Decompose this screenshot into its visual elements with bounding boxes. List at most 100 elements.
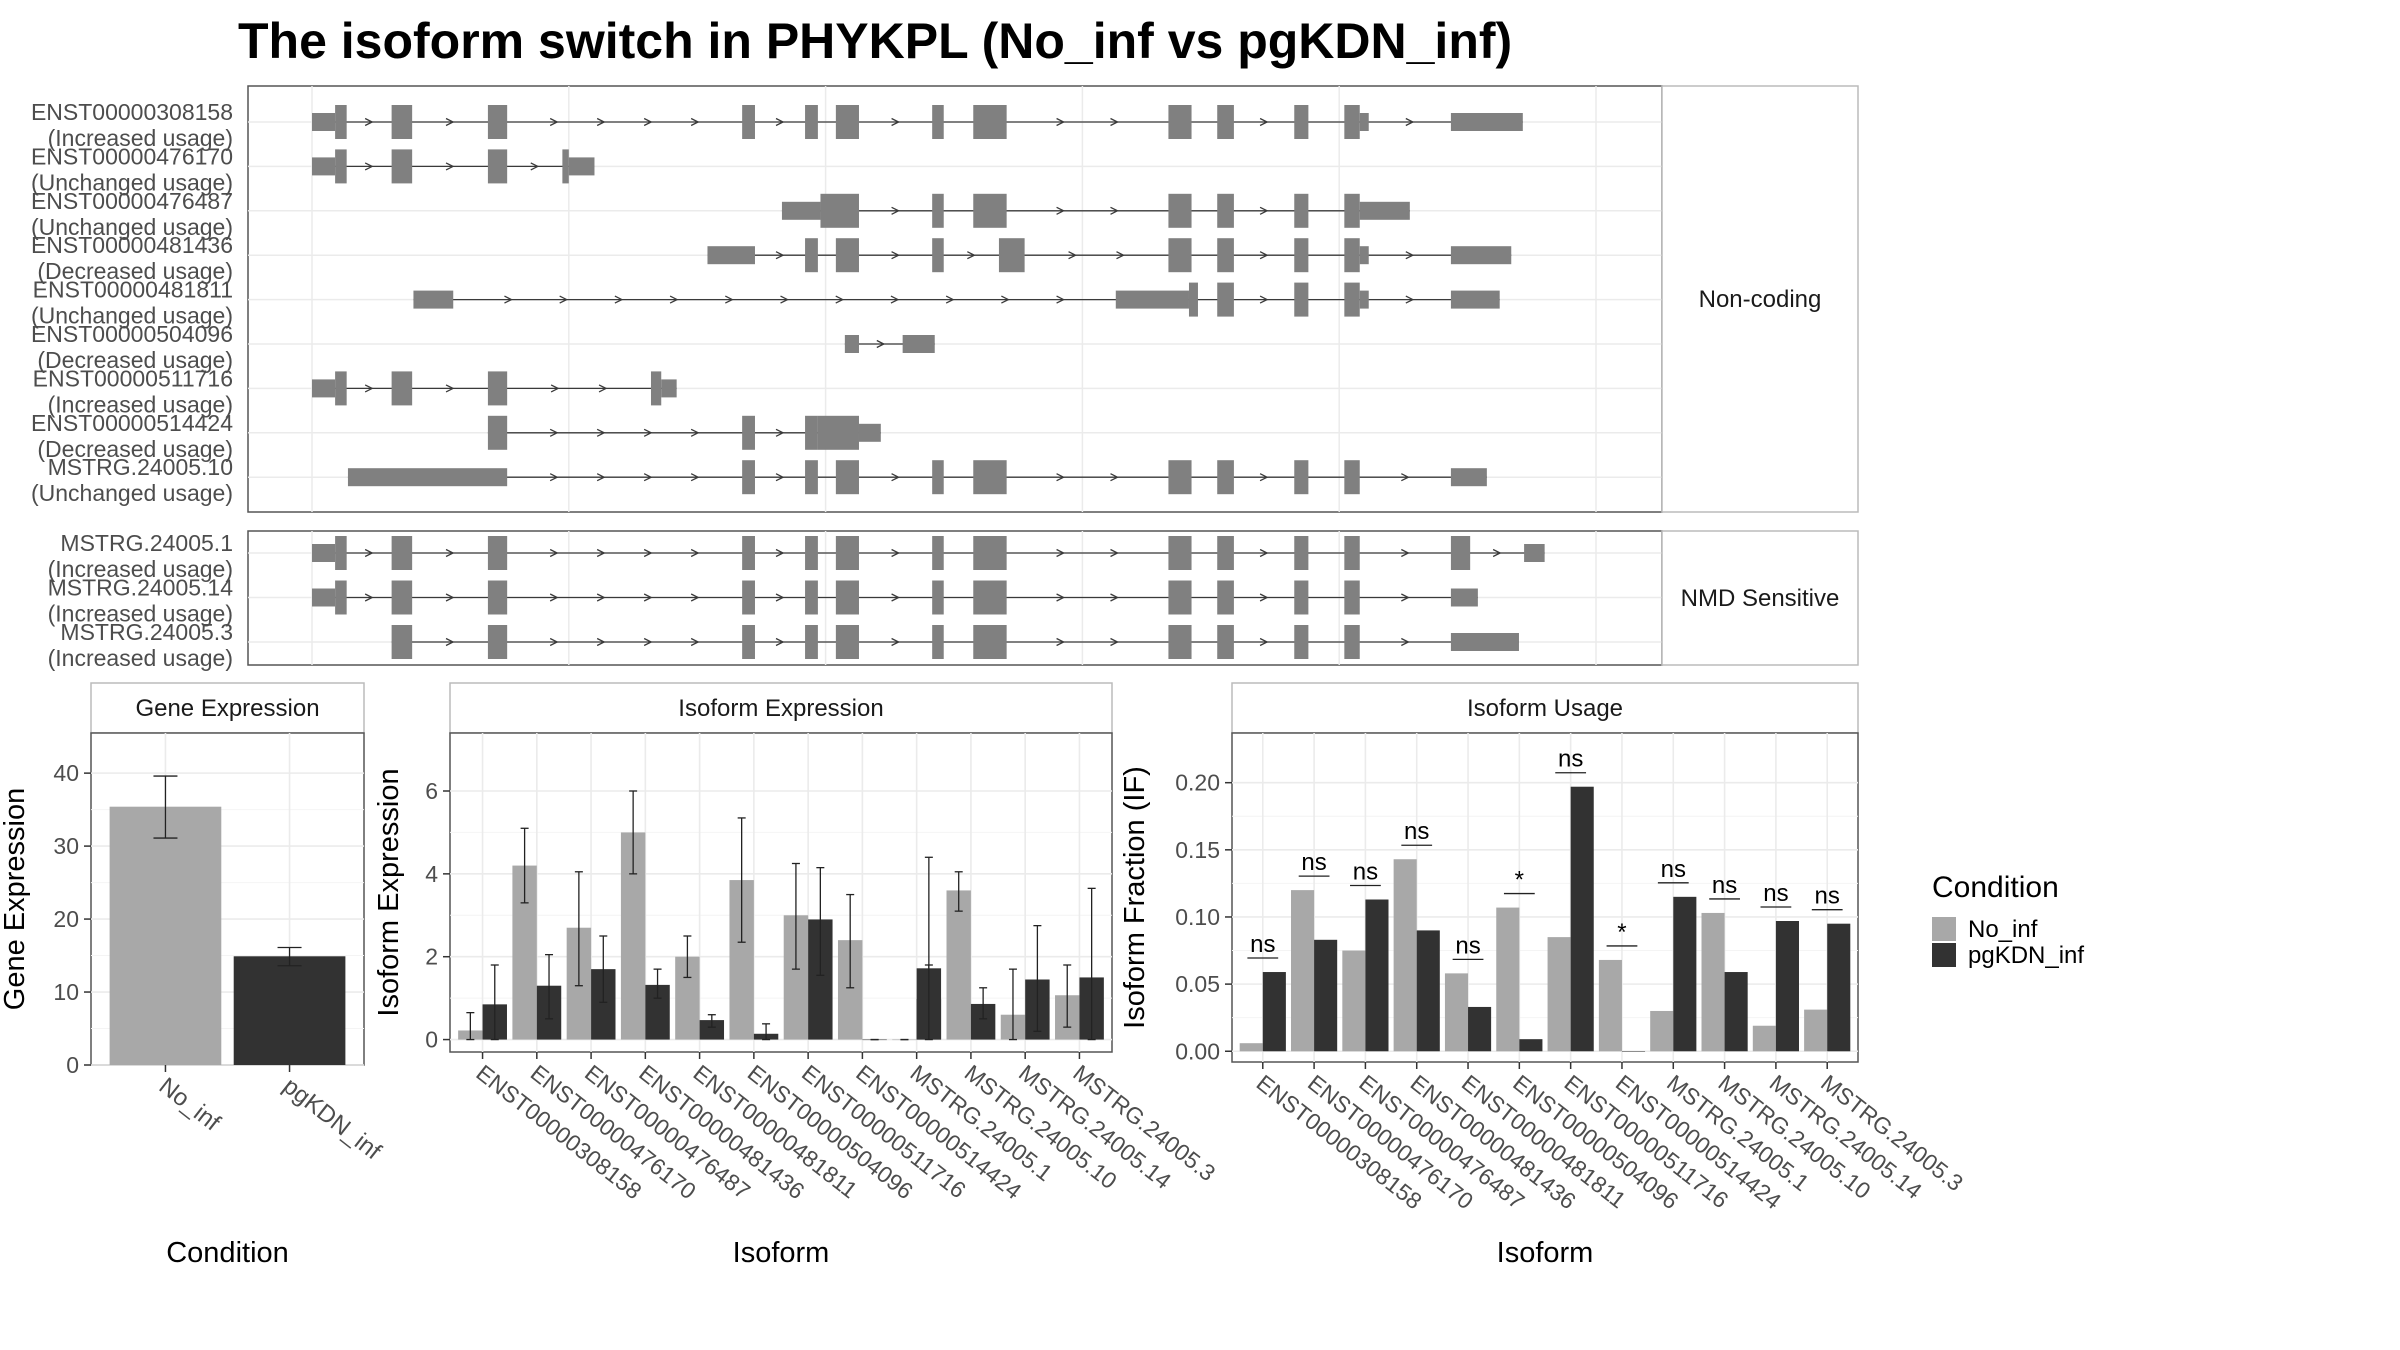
strand-arrow — [530, 162, 540, 171]
strand-arrow — [1401, 637, 1410, 647]
strand-arrow — [891, 117, 901, 127]
strand-arrow — [445, 548, 455, 558]
exon — [391, 105, 413, 139]
strand-arrow — [690, 593, 700, 602]
transcript-usage-label: (Unchanged usage) — [31, 169, 233, 195]
strand-arrow — [775, 637, 785, 647]
strand-arrow — [890, 295, 900, 304]
strand-arrow — [891, 593, 901, 602]
exon — [1450, 536, 1471, 570]
exon — [1217, 460, 1234, 495]
y-axis-title: Gene Expression — [0, 788, 31, 1010]
strand-arrow — [967, 251, 976, 260]
strand-arrow — [364, 162, 374, 171]
strand-arrow — [1110, 548, 1119, 558]
significance-label: ns — [1558, 746, 1583, 773]
bar — [699, 1020, 725, 1040]
y-tick-label: 4 — [425, 861, 438, 887]
strand-arrow — [1110, 637, 1119, 647]
gene-expression-panel: Gene Expression 0 10 20 30 40 Gene Expression N… — [0, 682, 386, 1269]
exon — [1359, 201, 1410, 220]
legend-swatch — [1932, 917, 1956, 941]
exon — [973, 536, 1007, 570]
facet-strip-label: NMD Sensitive — [1681, 585, 1840, 612]
y-tick-label: 0.20 — [1175, 770, 1220, 796]
bar — [233, 956, 346, 1065]
exon — [335, 105, 347, 139]
exon — [932, 193, 944, 228]
transcript-id-label: MSTRG.24005.1 — [60, 530, 233, 556]
exon — [1294, 282, 1309, 317]
exon — [973, 580, 1007, 615]
strand-arrow — [643, 117, 653, 127]
transcript-usage-label: (Decreased usage) — [37, 347, 233, 373]
exon — [391, 371, 413, 406]
exon — [487, 371, 508, 406]
exon — [312, 588, 336, 607]
y-tick-label: 10 — [53, 979, 79, 1005]
exon — [1344, 580, 1360, 615]
exon — [1294, 580, 1309, 615]
exon — [1294, 625, 1309, 659]
bar — [1239, 1043, 1263, 1052]
strand-arrow — [643, 637, 653, 647]
legend-label: pgKDN_inf — [1968, 942, 2084, 969]
exon — [335, 371, 347, 406]
bar — [1393, 859, 1417, 1052]
strand-arrow — [1068, 251, 1078, 260]
strand-arrow — [445, 384, 455, 393]
exon — [312, 157, 336, 176]
y-tick-label: 0.05 — [1175, 971, 1220, 997]
significance-label: ns — [1301, 849, 1326, 876]
transcript-ENST00000308158: ENST00000308158(Increased usage) — [31, 99, 1523, 151]
strand-arrow — [1401, 473, 1410, 482]
strand-arrow — [1259, 251, 1269, 260]
transcript-id-label: ENST00000476170 — [31, 143, 233, 169]
bar — [1673, 896, 1697, 1052]
strand-arrow — [1056, 473, 1066, 482]
transcript-usage-label: (Increased usage) — [48, 645, 233, 671]
legend-swatch — [1932, 943, 1956, 967]
y-axis-title: Isoform Fraction (IF) — [1119, 766, 1151, 1029]
strand-arrow — [775, 548, 785, 558]
significance-label: ns — [1455, 932, 1480, 959]
transcript-ENST00000511716: ENST00000511716(Increased usage) — [33, 365, 677, 417]
strand-arrow — [364, 117, 374, 127]
strand-arrow — [891, 206, 901, 215]
strand-arrow — [1259, 117, 1269, 127]
transcript-MSTRG.24005.14: MSTRG.24005.14(Increased usage) — [48, 575, 1478, 627]
exon — [487, 105, 508, 139]
bar — [1519, 1039, 1543, 1052]
facet-strip-label: Non-coding — [1699, 286, 1822, 313]
exon — [1450, 588, 1478, 607]
strand-arrow — [669, 295, 679, 304]
strand-arrow — [1259, 295, 1269, 304]
strand-arrow — [775, 593, 785, 602]
exon — [1217, 536, 1234, 570]
bar — [1468, 1006, 1492, 1052]
y-tick-label: 0.10 — [1175, 904, 1220, 930]
exon — [742, 415, 755, 450]
exon — [312, 544, 336, 562]
exon — [661, 379, 677, 398]
strand-arrow — [891, 473, 901, 482]
strand-arrow — [1259, 206, 1269, 215]
figure-title: The isoform switch in PHYKPL (No_inf vs … — [238, 13, 1512, 69]
exon — [835, 580, 859, 615]
bar — [1650, 1010, 1674, 1052]
strand-arrow — [891, 251, 901, 260]
transcript-MSTRG.24005.10: MSTRG.24005.10(Unchanged usage) — [31, 454, 1487, 506]
exon — [932, 105, 944, 139]
bar — [1724, 972, 1748, 1052]
y-tick-label: 6 — [425, 778, 438, 804]
strand-arrow — [690, 117, 700, 127]
panel-strip — [449, 682, 1113, 734]
exon — [1168, 580, 1192, 615]
strand-arrow — [891, 637, 901, 647]
transcript-usage-label: (Decreased usage) — [37, 436, 233, 462]
exon — [1344, 282, 1360, 317]
exon — [487, 625, 508, 659]
y-tick-label: 0.00 — [1175, 1038, 1220, 1064]
bar — [1291, 890, 1315, 1052]
panel-title: Isoform Expression — [678, 695, 883, 722]
